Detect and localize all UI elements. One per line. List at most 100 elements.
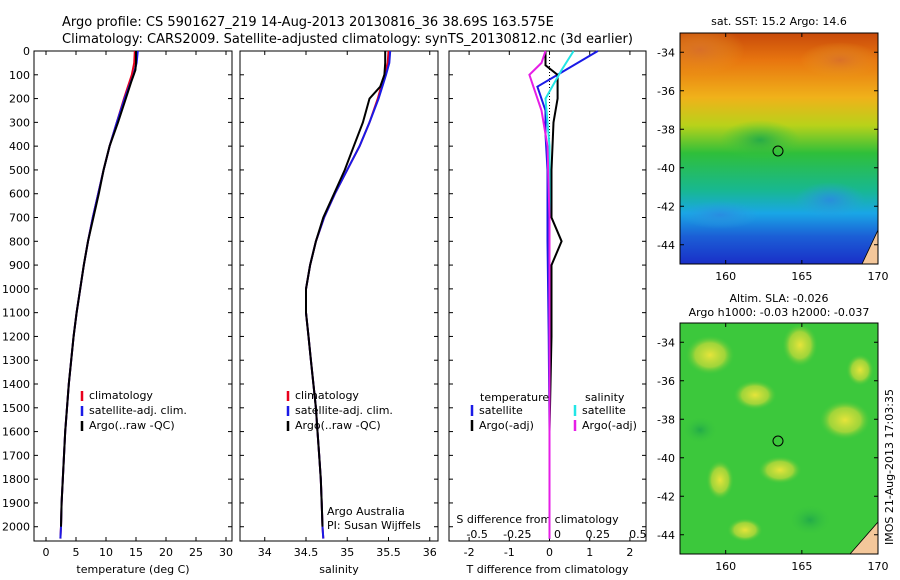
sla-map-axes: 160 165 170 -34 -36 -38 -40 -42 -44 [657,323,889,573]
legend-label: Argo(-adj) [479,419,534,432]
land-mass [861,229,878,264]
series-line-1 [305,50,392,539]
series-line-0 [305,50,390,539]
y-tick-label: 300 [9,116,30,129]
legend-label: satellite-adj. clim. [295,404,393,417]
x-axis-label: T difference from climatology [466,563,629,576]
plot-frame [33,50,233,542]
y-tick-label: 2000 [2,521,30,534]
top-tick-label: 0.5 [629,528,647,541]
sst-map-title: sat. SST: 15.2 Argo: 14.6 [711,15,847,28]
x-axis-label: salinity [319,563,359,576]
y-tick-label: -34 [657,336,675,349]
y-tick-label: 600 [9,188,30,201]
legend-label: climatology [89,389,153,402]
series-line-3 [528,50,551,539]
sla-map-title: Altim. SLA: -0.026 [729,292,828,305]
sla-map-panel: Altim. SLA: -0.026 Argo h1000: -0.03 h20… [657,292,888,573]
y-tick-label: -40 [657,452,675,465]
x-tick-label: 15 [129,546,143,559]
series-line-1 [59,50,139,539]
y-tick-label: 800 [9,235,30,248]
plot-frame [239,50,439,542]
series-line-2 [305,51,387,527]
y-tick-label: 400 [9,140,30,153]
y-tick-label: 1000 [2,283,30,296]
figure-title-line1: Argo profile: CS 5901627_219 14-Aug-2013… [62,15,554,30]
y-tick-label: 1600 [2,426,30,439]
y-tick-label: 1200 [2,330,30,343]
y-tick-label: 500 [9,164,30,177]
x-tick-label: 10 [99,546,113,559]
x-tick-label: 34 [258,546,272,559]
plot-frame [448,50,647,542]
top-tick-label: -0.25 [503,528,531,541]
x-tick-label: 20 [159,546,173,559]
y-tick-label: -42 [657,200,675,213]
y-tick-label: -42 [657,490,675,503]
legend-label: Argo(-adj) [582,419,637,432]
y-tick-label: -34 [657,46,675,59]
x-tick-label: 35.5 [376,546,401,559]
legend-header-salinity: salinity [585,391,625,404]
x-axis-label: temperature (deg C) [76,563,189,576]
x-tick-label: 34.5 [294,546,319,559]
sst-map-panel: sat. SST: 15.2 Argo: 14.6 160 165 170 -34 -3… [657,15,889,283]
sla-map-frame [679,322,879,555]
sst-map-axes: 160 165 170 -34 -36 -38 -40 -42 -44 [657,33,889,283]
x-tick-label: 1 [586,546,593,559]
y-tick-label: 100 [9,69,30,82]
series-line-2 [60,51,137,527]
top-tick-label: 0 [554,528,561,541]
y-tick-label: 1400 [2,378,30,391]
legend-label: climatology [295,389,359,402]
legend-label: satellite [479,404,523,417]
x-tick-label: 25 [189,546,203,559]
y-tick-label: 900 [9,259,30,272]
y-tick-label: -36 [657,85,675,98]
temperature-profile-panel: 0100200300400500600700800900100011001200… [2,45,233,576]
legend-header-temperature: temperature [480,391,549,404]
argo-location-marker [772,435,784,447]
legend-label: Argo(..raw -QC) [295,419,381,432]
sla-map-subtitle: Argo h1000: -0.03 h2000: -0.037 [689,306,870,319]
top-tick-label: 0.25 [585,528,610,541]
y-tick-label: 1300 [2,354,30,367]
credit-line-1: Argo Australia [327,505,405,518]
y-tick-label: 200 [9,93,30,106]
legend-label: satellite-adj. clim. [89,404,187,417]
y-tick-label: 1800 [2,473,30,486]
x-tick-label: 160 [715,270,736,283]
x-tick-label: 2 [626,546,633,559]
y-tick-label: 1100 [2,307,30,320]
legend-label: satellite [582,404,626,417]
x-tick-label: 170 [868,270,889,283]
y-tick-label: -40 [657,162,675,175]
x-tick-label: 170 [868,560,889,573]
y-tick-label: -38 [657,123,675,136]
y-tick-label: 1900 [2,497,30,510]
top-axis-label: S difference from climatology [456,513,619,526]
land-mass [849,521,878,554]
argo-location-marker [772,145,784,157]
sst-map-frame [679,32,879,265]
series-line-0 [59,50,136,539]
x-tick-label: 165 [791,270,812,283]
y-tick-label: 1700 [2,449,30,462]
x-tick-label: 36 [423,546,437,559]
y-tick-label: 700 [9,212,30,225]
figure-title-line2: Climatology: CARS2009. Satellite-adjuste… [62,32,633,47]
x-tick-label: 5 [73,546,80,559]
top-tick-label: -0.5 [466,528,487,541]
y-tick-label: 1500 [2,402,30,415]
x-tick-label: 0 [546,546,553,559]
y-tick-label: -44 [657,239,675,252]
y-tick-label: -44 [657,529,675,542]
x-tick-label: -1 [504,546,515,559]
imos-timestamp: IMOS 21-Aug-2013 17:03:35 [883,389,896,545]
series-line-1 [544,51,563,539]
x-tick-label: 165 [791,560,812,573]
x-tick-label: -2 [464,546,475,559]
credit-line-2: PI: Susan Wijffels [327,519,421,532]
